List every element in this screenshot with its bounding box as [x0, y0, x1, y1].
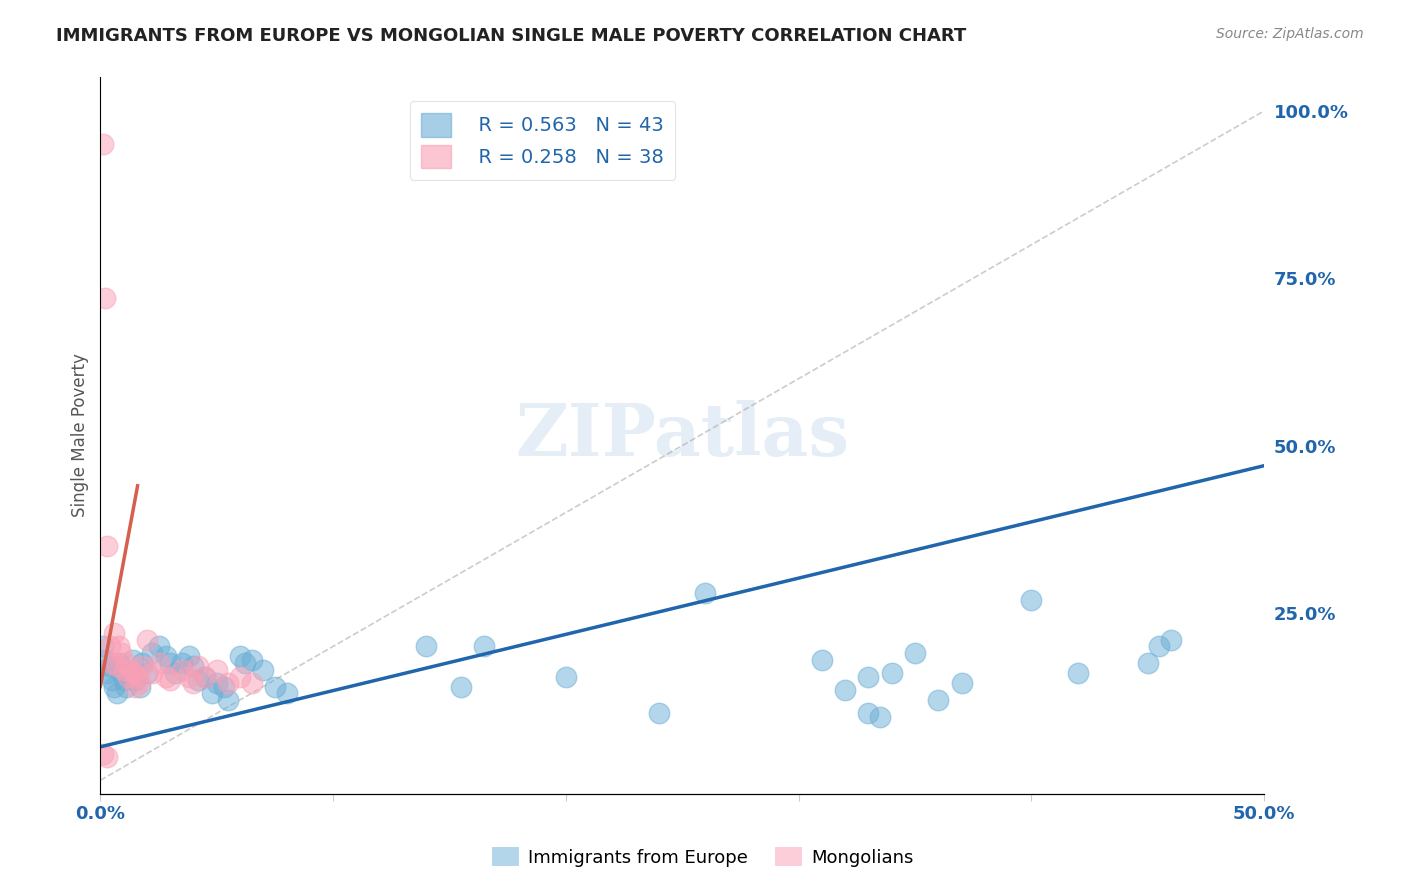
Point [217, 676, 239, 690]
Point [124, 673, 146, 687]
Point [120, 663, 142, 677]
Point [112, 673, 135, 687]
Point [212, 680, 235, 694]
Point [187, 659, 209, 673]
Point [91, 640, 114, 654]
Point [101, 656, 124, 670]
Point [129, 680, 152, 694]
Point [159, 656, 181, 670]
Point [229, 649, 252, 664]
Point [217, 693, 239, 707]
Point [264, 680, 287, 694]
Point [110, 646, 132, 660]
Point [1067, 666, 1090, 681]
Point [141, 646, 163, 660]
Point [96, 666, 118, 681]
Point [108, 640, 131, 654]
Point [94, 653, 117, 667]
Point [233, 656, 256, 670]
Point [110, 666, 132, 681]
Point [91, 137, 114, 152]
Point [240, 653, 263, 667]
Text: Source: ZipAtlas.com: Source: ZipAtlas.com [1216, 27, 1364, 41]
Point [858, 706, 880, 721]
Point [94, 291, 117, 305]
Text: ZIPatlas: ZIPatlas [515, 400, 849, 471]
Point [105, 686, 128, 700]
Point [869, 709, 891, 723]
Point [1160, 632, 1182, 647]
Point [122, 666, 145, 681]
Point [474, 640, 496, 654]
Point [112, 663, 135, 677]
Point [117, 669, 139, 683]
Point [135, 632, 157, 647]
Point [124, 680, 146, 694]
Point [117, 666, 139, 681]
Point [96, 539, 118, 553]
Point [127, 669, 149, 683]
Point [115, 656, 138, 670]
Point [91, 747, 114, 761]
Point [183, 659, 205, 673]
Point [115, 680, 138, 694]
Point [1136, 656, 1159, 670]
Point [170, 663, 193, 677]
Point [103, 680, 125, 694]
Point [159, 673, 181, 687]
Point [811, 653, 834, 667]
Point [450, 680, 472, 694]
Point [276, 686, 298, 700]
Point [148, 640, 170, 654]
Point [252, 663, 274, 677]
Point [927, 693, 949, 707]
Point [98, 640, 121, 654]
Point [131, 659, 153, 673]
Point [108, 656, 131, 670]
Legend:   R = 0.563   N = 43,   R = 0.258   N = 38: R = 0.563 N = 43, R = 0.258 N = 38 [409, 102, 675, 180]
Point [858, 669, 880, 683]
Point [834, 682, 856, 697]
Point [201, 686, 224, 700]
Point [1149, 640, 1171, 654]
Point [194, 669, 217, 683]
Point [415, 640, 437, 654]
Point [141, 666, 163, 681]
Point [96, 749, 118, 764]
Point [122, 653, 145, 667]
Legend: Immigrants from Europe, Mongolians: Immigrants from Europe, Mongolians [485, 840, 921, 874]
Point [163, 666, 186, 681]
Point [101, 673, 124, 687]
Point [148, 656, 170, 670]
Point [880, 666, 903, 681]
Point [155, 669, 177, 683]
Text: IMMIGRANTS FROM EUROPE VS MONGOLIAN SINGLE MALE POVERTY CORRELATION CHART: IMMIGRANTS FROM EUROPE VS MONGOLIAN SING… [56, 27, 966, 45]
Point [177, 649, 200, 664]
Point [103, 626, 125, 640]
Point [950, 676, 973, 690]
Point [695, 586, 717, 600]
Point [187, 673, 209, 687]
Point [205, 676, 228, 690]
Point [229, 669, 252, 683]
Point [240, 676, 263, 690]
Point [904, 646, 927, 660]
Point [135, 666, 157, 681]
Point [554, 669, 576, 683]
Point [129, 676, 152, 690]
Point [170, 656, 193, 670]
Point [648, 706, 671, 721]
Point [183, 676, 205, 690]
Point [131, 656, 153, 670]
Point [205, 663, 228, 677]
Point [194, 669, 217, 683]
Point [1021, 592, 1043, 607]
Point [177, 669, 200, 683]
Point [98, 659, 121, 673]
Y-axis label: Single Male Poverty: Single Male Poverty [72, 353, 89, 517]
Point [155, 649, 177, 664]
Point [105, 659, 128, 673]
